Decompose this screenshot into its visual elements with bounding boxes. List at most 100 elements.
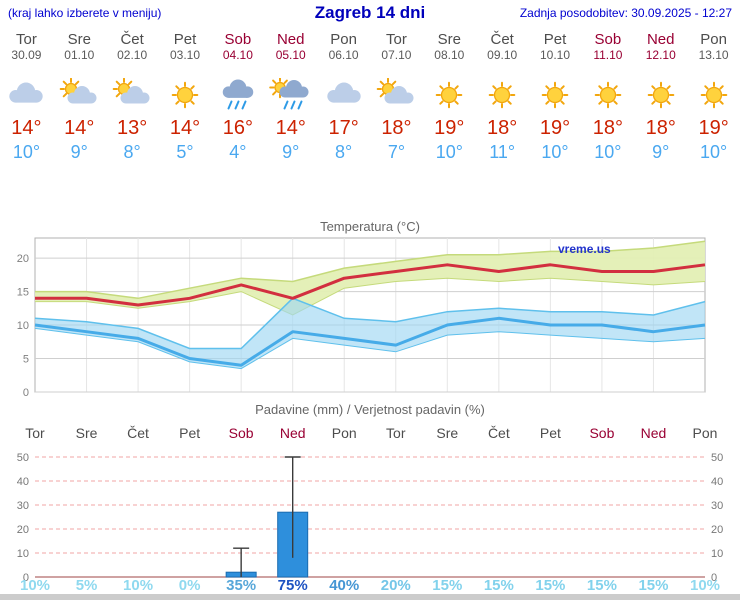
day-name: Pet bbox=[173, 31, 197, 48]
precip-y-tick-right: 40 bbox=[711, 476, 723, 488]
precip-probability: 10% bbox=[19, 577, 51, 594]
min-temperature: 10° bbox=[699, 142, 728, 162]
weather-icon-slot bbox=[423, 78, 476, 112]
rain-icon bbox=[222, 79, 254, 110]
min-temperature: 10° bbox=[12, 142, 41, 162]
weather-icon-slot bbox=[211, 78, 264, 112]
precip-day-label: Pet bbox=[179, 425, 201, 441]
precip-probability: 20% bbox=[380, 577, 411, 594]
weather-icon-slot bbox=[476, 78, 529, 112]
precip-day-label: Tor bbox=[386, 425, 406, 441]
sunny-icon bbox=[541, 81, 569, 109]
min-temperature: 9° bbox=[70, 142, 88, 162]
day-name: Sre bbox=[67, 31, 91, 48]
day-name: Pon bbox=[700, 31, 727, 48]
weather-icon-slot bbox=[529, 78, 582, 112]
precip-day-label: Čet bbox=[127, 425, 149, 441]
precip-y-tick-left: 40 bbox=[17, 476, 29, 488]
precip-day-label: Ned bbox=[279, 425, 306, 441]
day-column: Pet 03.10 14° 5° bbox=[159, 31, 212, 162]
day-name: Ned bbox=[276, 31, 305, 48]
precip-probability: 10% bbox=[689, 577, 721, 594]
precip-probability-row: 10% 5% 10% 0% 35% 75% 40% 20% 15% 15% 15% 15% 15% 10% bbox=[0, 577, 740, 594]
day-name: Sre bbox=[437, 31, 461, 48]
min-temperature: 10° bbox=[594, 142, 622, 162]
weather-icon-slot bbox=[159, 78, 212, 112]
weather-icon-slot bbox=[634, 78, 687, 112]
max-temperature: 18° bbox=[381, 117, 412, 139]
precip-day-label: Pon bbox=[331, 425, 357, 441]
day-column: Sob 11.10 18° 10° bbox=[581, 31, 634, 162]
max-temperature: 14° bbox=[275, 117, 306, 139]
sunny-icon bbox=[171, 81, 199, 109]
day-name: Čet bbox=[490, 31, 514, 48]
day-date: 02.10 bbox=[117, 48, 148, 62]
temp-y-tick: 5 bbox=[23, 354, 29, 366]
day-date: 05.10 bbox=[275, 48, 306, 62]
min-temperature: 4° bbox=[229, 142, 247, 162]
day-column: Čet 02.10 13° 8° bbox=[106, 31, 159, 162]
precip-y-tick-right: 50 bbox=[711, 452, 723, 464]
day-date: 08.10 bbox=[434, 48, 465, 62]
max-temperature: 19° bbox=[434, 117, 465, 139]
tmax-line bbox=[35, 263, 706, 307]
max-temperature: 18° bbox=[592, 117, 623, 139]
min-temperature: 11° bbox=[489, 142, 516, 162]
max-temperature: 18° bbox=[487, 117, 518, 139]
min-temperature: 5° bbox=[176, 142, 194, 162]
precip-day-label: Sob bbox=[589, 425, 615, 441]
precip-y-tick-left: 30 bbox=[17, 500, 29, 512]
day-name: Čet bbox=[120, 31, 144, 48]
precip-probability: 5% bbox=[75, 577, 98, 594]
day-date: 13.10 bbox=[698, 48, 729, 62]
cloudy-icon bbox=[326, 82, 361, 103]
day-name: Pet bbox=[543, 31, 567, 48]
precip-y-tick-right: 30 bbox=[711, 500, 723, 512]
weather-icon-slot bbox=[687, 78, 740, 112]
temperature-chart-title: Temperatura (°C) bbox=[320, 219, 420, 234]
day-date: 11.10 bbox=[593, 48, 623, 62]
day-date: 10.10 bbox=[540, 48, 571, 62]
temp-y-tick: 20 bbox=[17, 253, 29, 265]
day-column: Tor 30.09 14° 10° bbox=[0, 31, 53, 162]
temperature-chart: 0 5 10 15 20 bbox=[17, 237, 706, 396]
precip-day-label: Pon bbox=[692, 425, 718, 441]
precip-probability: 75% bbox=[277, 577, 308, 594]
min-temperature: 9° bbox=[282, 142, 300, 162]
precip-y-tick-right: 0 bbox=[711, 572, 717, 584]
min-temperature: 9° bbox=[652, 142, 670, 162]
weather-icon-slot bbox=[317, 78, 370, 112]
max-temperature: 19° bbox=[539, 117, 571, 139]
day-date: 07.10 bbox=[381, 48, 412, 62]
temp-y-tick: 15 bbox=[17, 287, 29, 299]
day-name: Sob bbox=[594, 31, 622, 48]
day-name: Tor bbox=[386, 31, 407, 48]
sunny-icon bbox=[488, 81, 516, 109]
precip-y-tick-left: 20 bbox=[17, 524, 29, 536]
day-date: 30.09 bbox=[11, 48, 42, 62]
max-temperature: 14° bbox=[169, 117, 201, 139]
day-column: Pet 10.10 19° 10° bbox=[529, 31, 582, 162]
precip-probability: 10% bbox=[123, 577, 154, 594]
weather-icon-slot bbox=[0, 78, 53, 112]
day-column: Čet 09.10 18° 11° bbox=[476, 31, 529, 162]
day-date: 09.10 bbox=[487, 48, 518, 62]
precipitation-chart: 0 0 10 10 20 20 30 30 40 40 50 50 bbox=[17, 452, 724, 584]
rain-sun-icon bbox=[268, 76, 309, 110]
weather-icon-slot bbox=[370, 77, 423, 112]
precip-probability: 0% bbox=[178, 577, 201, 594]
precip-probability: 15% bbox=[586, 577, 617, 594]
day-name: Ned bbox=[646, 31, 675, 48]
precip-day-label: Čet bbox=[487, 425, 510, 441]
temp-y-tick: 0 bbox=[23, 387, 29, 396]
precip-day-label: Ned bbox=[640, 425, 667, 441]
precip-y-tick-left: 0 bbox=[23, 572, 29, 584]
day-column: Ned 05.10 14° 9° bbox=[264, 31, 317, 162]
weather-icon-slot bbox=[53, 77, 106, 112]
last-update: Zadnja posodobitev: 30.09.2025 - 12:27 bbox=[519, 6, 732, 20]
precip-day-label: Pet bbox=[539, 425, 561, 441]
precip-day-label: Sob bbox=[228, 425, 254, 441]
day-column: Tor 07.10 18° 7° bbox=[370, 31, 423, 162]
precip-day-label: Sre bbox=[75, 425, 98, 441]
sunny-icon bbox=[700, 81, 727, 109]
